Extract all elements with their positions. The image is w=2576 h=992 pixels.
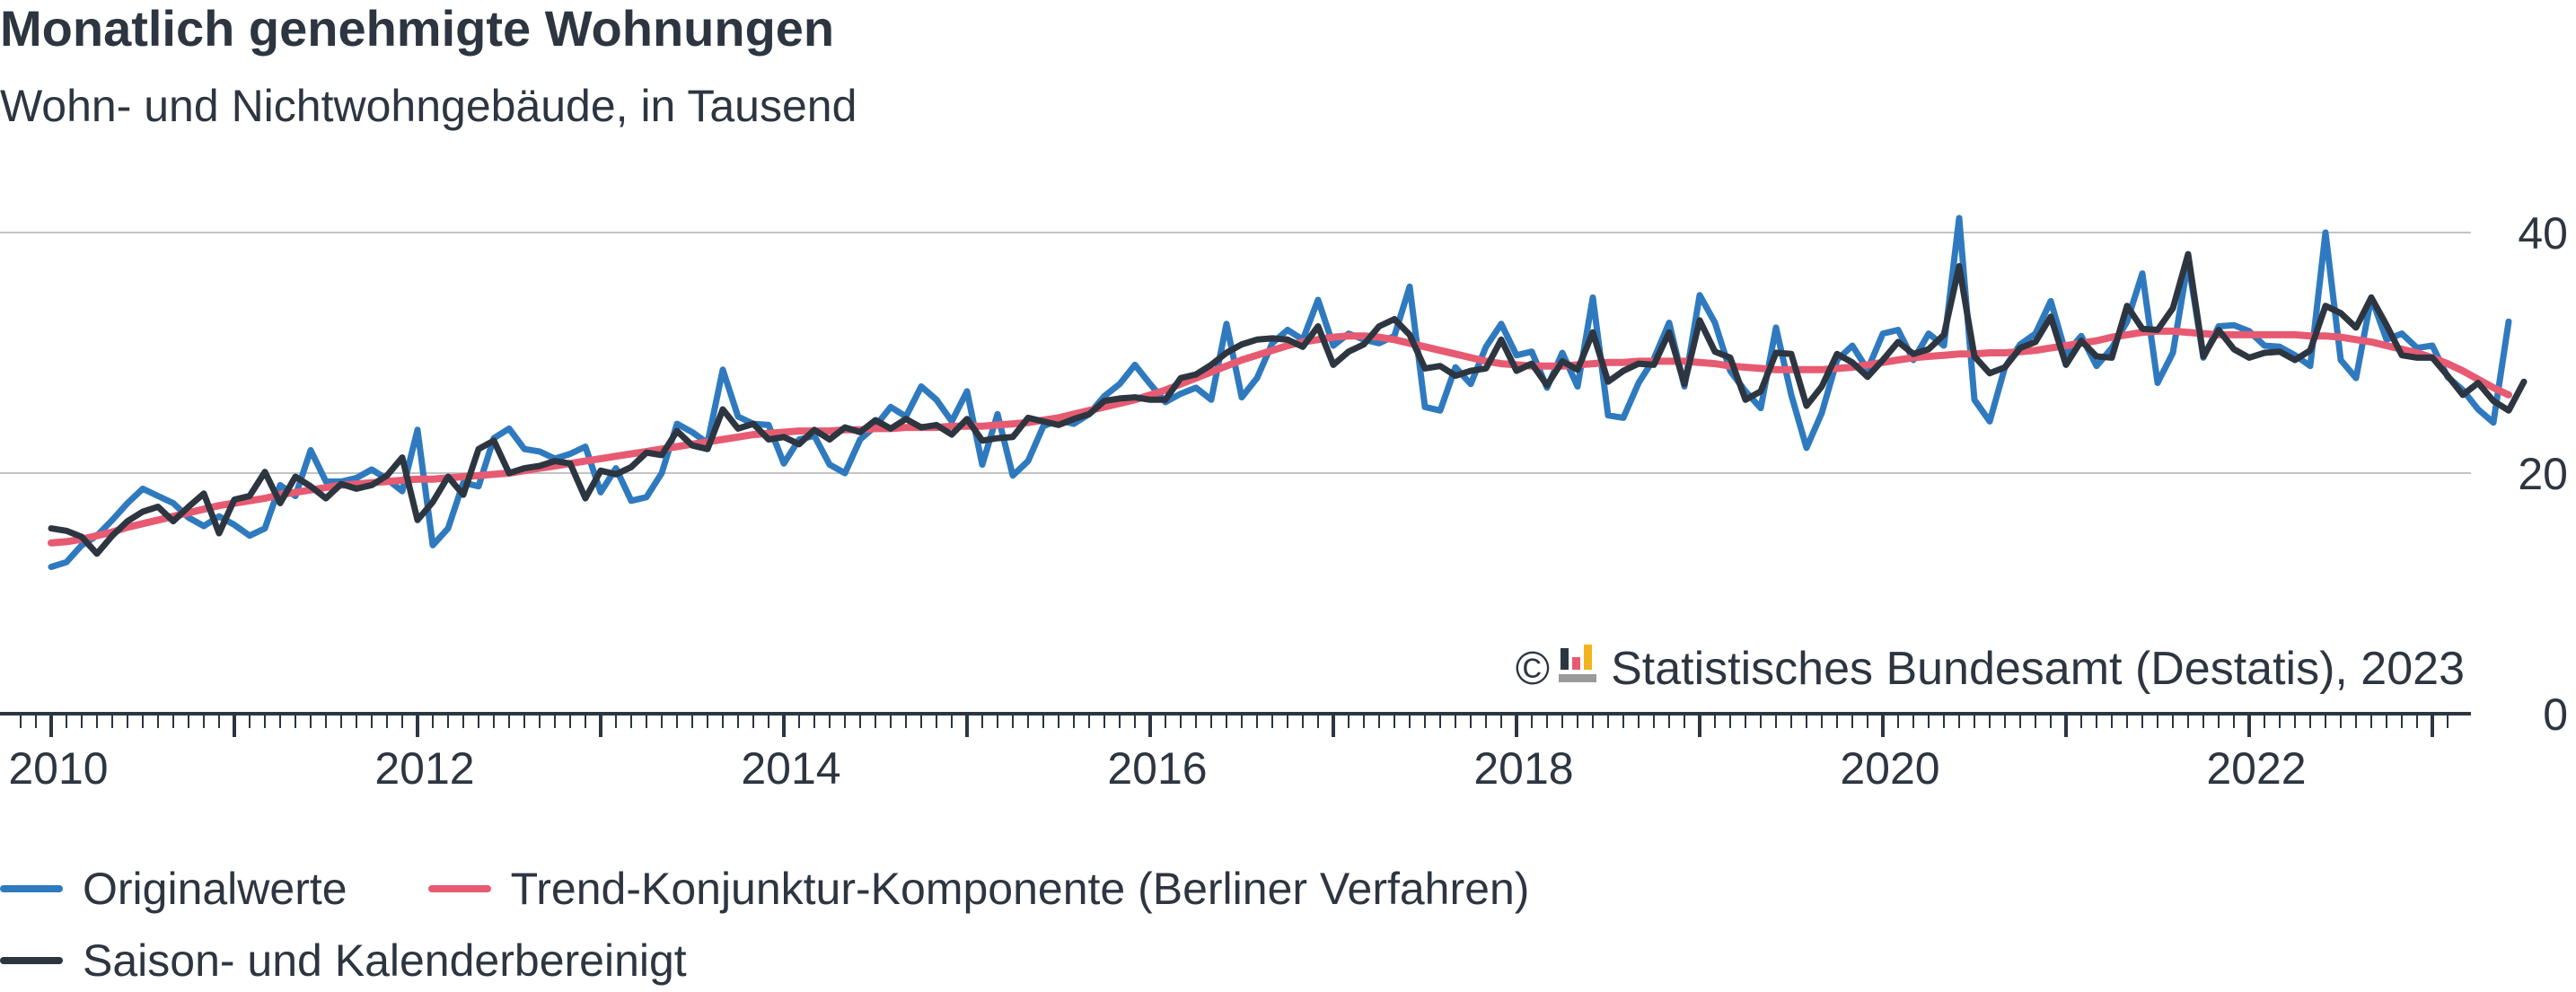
legend-item-trend[interactable]: Trend-Konjunktur-Komponente (Berliner Ve… — [427, 862, 1530, 916]
chart-title: Monatlich genehmigte Wohnungen — [0, 0, 835, 57]
y-tick-label: 40 — [2518, 208, 2568, 259]
y-tick-label: 20 — [2518, 449, 2568, 499]
chart-subtitle: Wohn- und Nichtwohngebäude, in Tausend — [0, 81, 857, 131]
legend-item-originalwerte[interactable]: Originalwerte — [0, 862, 347, 916]
x-tick-label: 2020 — [1840, 743, 1939, 794]
legend: Originalwerte Trend-Konjunktur-Komponent… — [0, 862, 1610, 916]
series-line-saisonbereinigt — [48, 250, 2528, 557]
legend-item-saisonbereinigt[interactable]: Saison- und Kalenderbereinigt — [0, 934, 687, 988]
x-tick-label: 2018 — [1473, 743, 1573, 794]
source-text: Statistisches Bundesamt (Destatis), 2023 — [1611, 643, 2465, 695]
legend-swatch — [0, 885, 63, 892]
x-tick-label: 2014 — [741, 743, 840, 794]
legend-swatch — [427, 885, 491, 892]
copyright-symbol: © — [1515, 643, 1551, 695]
legend-swatch — [0, 957, 63, 964]
x-tick-label: 2022 — [2206, 743, 2306, 794]
legend-label: Trend-Konjunktur-Komponente (Berliner Ve… — [510, 864, 1530, 914]
y-tick-label: 0 — [2543, 689, 2568, 740]
gridlines — [0, 232, 2471, 474]
legend-label: Saison- und Kalenderbereinigt — [83, 935, 687, 986]
destatis-logo-icon — [1559, 642, 1597, 696]
legend-label: Originalwerte — [83, 864, 347, 914]
y-axis-tick-labels: 0 20 40 — [2518, 208, 2568, 740]
x-tick-label: 2010 — [8, 743, 108, 794]
series-lines — [48, 215, 2528, 570]
legend-second-row: Saison- und Kalenderbereinigt — [0, 934, 768, 988]
x-axis-tick-labels: 2010 2012 2014 2016 2018 2020 2022 — [8, 743, 2306, 794]
source-credit: © Statistisches Bundesamt (Destatis), 20… — [1516, 642, 2465, 696]
x-axis — [0, 712, 2471, 737]
x-tick-label: 2016 — [1107, 743, 1207, 794]
x-tick-label: 2012 — [374, 743, 474, 794]
series-line-trend — [48, 327, 2512, 547]
